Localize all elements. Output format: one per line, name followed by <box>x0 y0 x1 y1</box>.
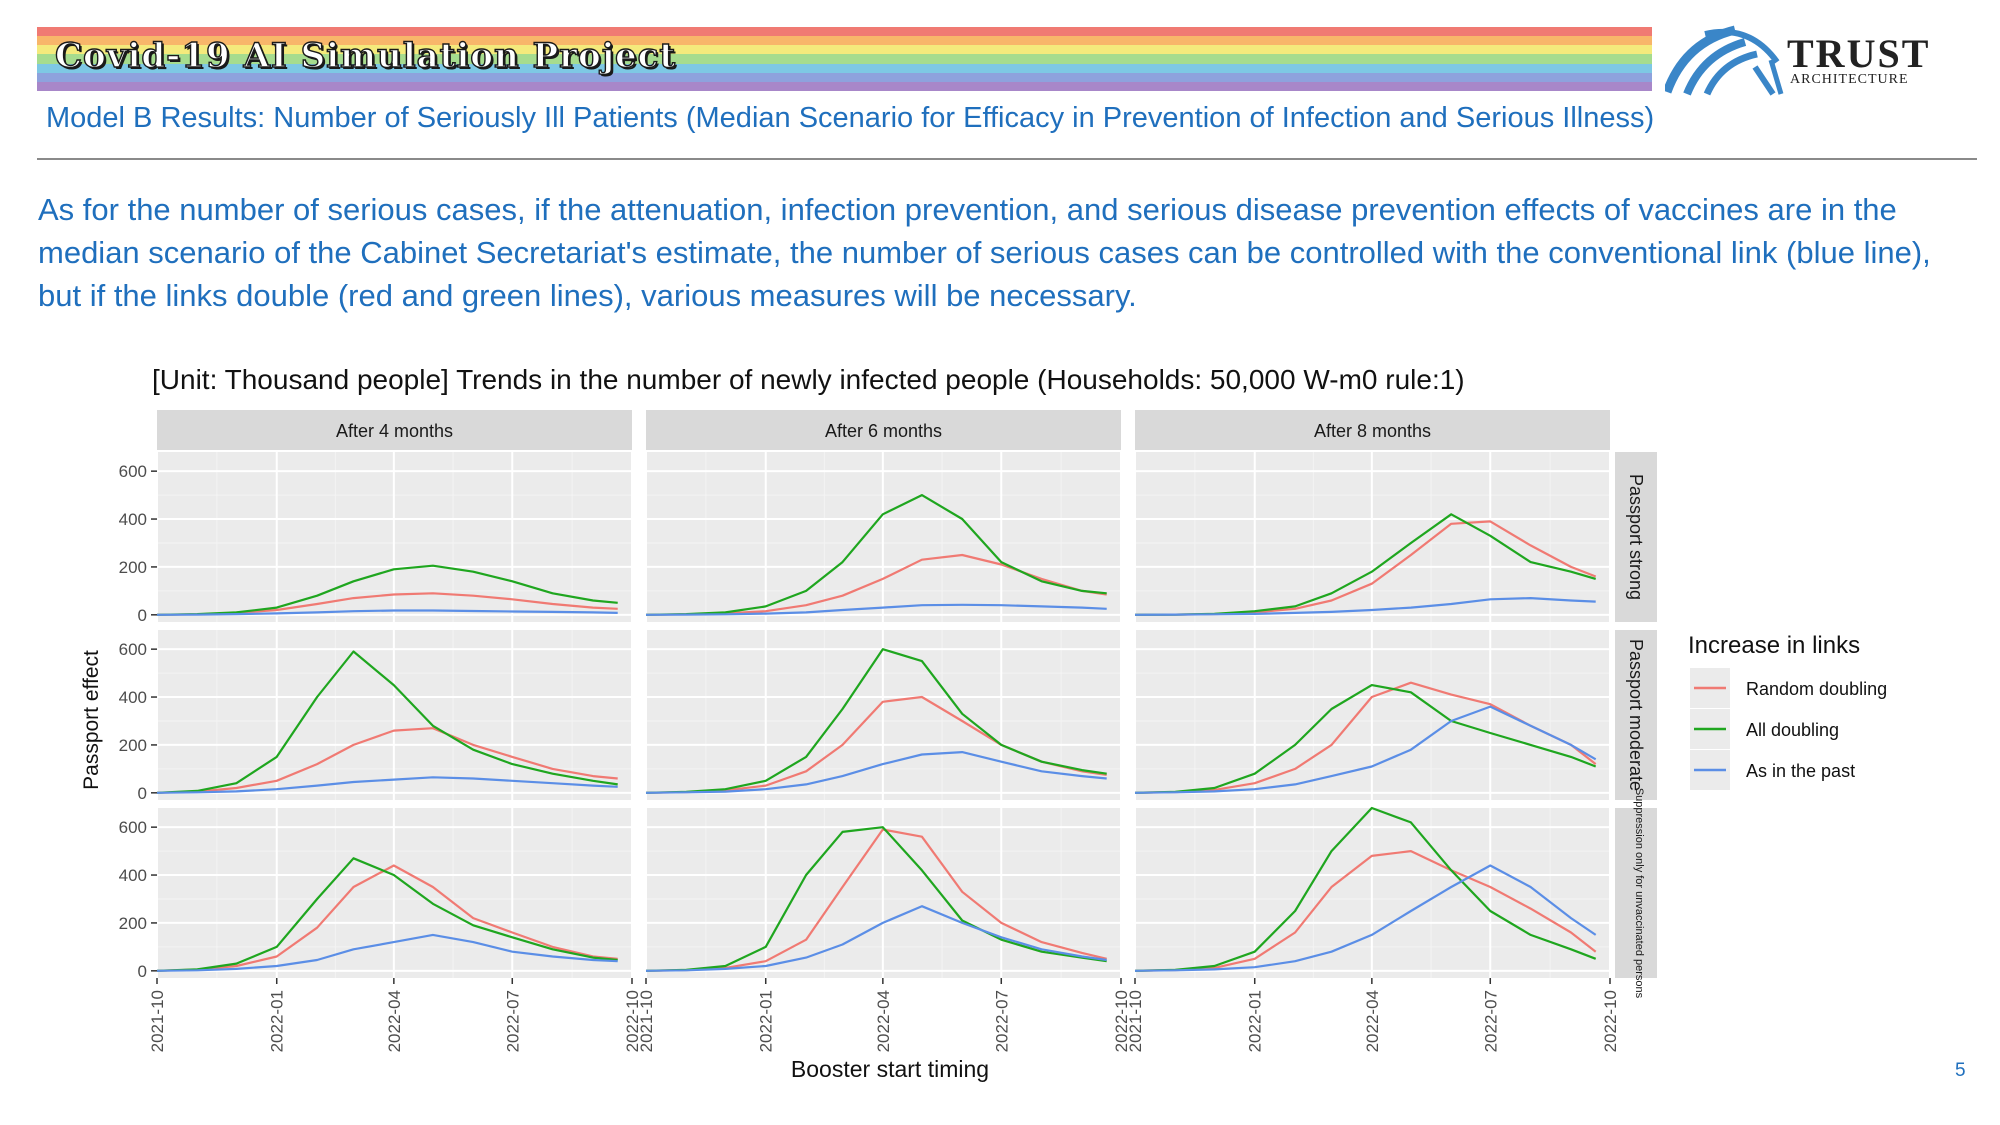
facet-strip-column <box>157 410 632 450</box>
legend-label: Random doubling <box>1746 679 1887 699</box>
slide-subtitle: Model B Results: Number of Seriously Ill… <box>46 102 1655 134</box>
divider <box>37 158 1977 160</box>
facet-strip-label: After 6 months <box>825 421 942 441</box>
facet-strip-row <box>1615 808 1657 978</box>
facet-strip-row <box>1615 630 1657 800</box>
series-line-all-doubling <box>156 650 618 794</box>
series-line-as-in-the-past <box>1134 864 1597 972</box>
y-tick-label: 200 <box>119 558 147 577</box>
rainbow-stripe <box>37 45 1652 55</box>
project-title: Covid-19 AI Simulation Project <box>54 35 677 76</box>
series-line-as-in-the-past <box>156 776 618 794</box>
legend-label: All doubling <box>1746 720 1839 740</box>
series-line-as-in-the-past <box>1134 705 1597 794</box>
x-tick-label: 2022-04 <box>1363 990 1382 1052</box>
x-axis-title: Booster start timing <box>791 1056 989 1082</box>
series-line-all-doubling <box>645 648 1107 794</box>
x-tick-label: 2022-10 <box>1601 990 1620 1052</box>
y-tick-label: 0 <box>138 784 147 803</box>
x-tick-label: 2022-01 <box>268 990 287 1052</box>
facet-strip-column <box>646 410 1121 450</box>
x-tick-label: 2022-07 <box>992 990 1011 1052</box>
y-tick-label: 0 <box>138 962 147 981</box>
series-line-as-in-the-past <box>156 609 618 616</box>
series-line-as-in-the-past <box>156 933 618 972</box>
series-line-as-in-the-past <box>645 905 1107 972</box>
logo-subtext: ARCHITECTURE <box>1790 72 1909 87</box>
y-tick-label: 600 <box>119 640 147 659</box>
x-tick-label: 2022-07 <box>503 990 522 1052</box>
x-tick-label: 2022-01 <box>757 990 776 1052</box>
slide-body-text: As for the number of serious cases, if t… <box>38 192 1931 313</box>
series-line-random-doubling <box>1134 849 1597 972</box>
facet-strip-label: After 4 months <box>336 421 453 441</box>
rainbow-stripe <box>37 54 1652 64</box>
series-line-all-doubling <box>645 826 1107 972</box>
y-tick-label: 600 <box>119 462 147 481</box>
y-tick-label: 400 <box>119 866 147 885</box>
logo-wordmark: TRUST <box>1787 31 1931 76</box>
series-line-all-doubling <box>645 494 1107 616</box>
facet-strip-label: Passport strong <box>1626 474 1646 600</box>
y-axis-title: Passport effect <box>80 650 103 790</box>
legend-title: Increase in links <box>1688 632 1860 659</box>
y-tick-label: 400 <box>119 510 147 529</box>
series-line-random-doubling <box>156 864 618 972</box>
rainbow-stripe <box>37 72 1652 82</box>
x-tick-label: 2021-10 <box>637 990 656 1052</box>
series-line-all-doubling <box>1134 683 1597 794</box>
trust-architecture-logo-icon <box>1665 25 1784 96</box>
x-tick-label: 2022-10 <box>1112 990 1131 1052</box>
y-tick-label: 0 <box>138 606 147 625</box>
rainbow-stripe <box>37 63 1652 73</box>
x-tick-label: 2022-07 <box>1481 990 1500 1052</box>
x-tick-label: 2022-04 <box>874 990 893 1052</box>
series-line-as-in-the-past <box>1134 596 1596 616</box>
x-tick-label: 2022-10 <box>623 990 642 1052</box>
y-tick-label: 400 <box>119 688 147 707</box>
x-tick-label: 2022-01 <box>1246 990 1265 1052</box>
series-line-random-doubling <box>156 727 618 794</box>
chart-title: [Unit: Thousand people] Trends in the nu… <box>152 364 1465 395</box>
series-line-all-doubling <box>156 564 618 616</box>
legend-label: As in the past <box>1746 761 1855 781</box>
rainbow-stripe <box>37 81 1652 91</box>
facet-strip-label: After 8 months <box>1314 421 1431 441</box>
y-tick-label: 600 <box>119 818 147 837</box>
facet-strip-column <box>1135 410 1610 450</box>
rainbow-stripe <box>37 27 1652 37</box>
header-rainbow-banner <box>37 27 1652 91</box>
series-line-as-in-the-past <box>645 750 1107 794</box>
page-number: 5 <box>1955 1060 1966 1081</box>
y-tick-label: 200 <box>119 914 147 933</box>
rainbow-stripe <box>37 36 1652 46</box>
y-tick-label: 200 <box>119 736 147 755</box>
x-tick-label: 2021-10 <box>148 990 167 1052</box>
facet-strip-label: Suppression only for unvaccinated person… <box>1633 788 1645 999</box>
series-line-all-doubling <box>156 857 618 972</box>
x-tick-label: 2022-04 <box>385 990 404 1052</box>
series-line-as-in-the-past <box>645 603 1107 616</box>
series-line-all-doubling <box>1134 806 1597 972</box>
facet-strip-label: Passport moderate <box>1626 639 1646 791</box>
facet-strip-row <box>1615 452 1657 622</box>
x-tick-label: 2021-10 <box>1126 990 1145 1052</box>
